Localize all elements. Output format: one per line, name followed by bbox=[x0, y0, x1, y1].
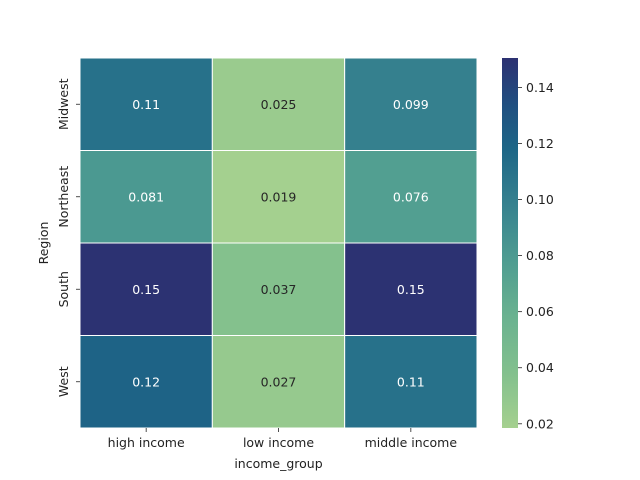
heatmap-cell bbox=[344, 57, 478, 151]
y-tick-label: West bbox=[56, 366, 71, 397]
heatmap-cell bbox=[211, 150, 346, 244]
cell-value-label: 0.037 bbox=[261, 282, 297, 297]
colorbar-gradient bbox=[502, 58, 518, 428]
heatmap-cell bbox=[344, 150, 478, 244]
cell-value-label: 0.11 bbox=[397, 374, 425, 389]
heatmap-cell bbox=[79, 335, 213, 429]
colorbar-tick-label: 0.10 bbox=[526, 192, 554, 207]
colorbar-tick-label: 0.14 bbox=[526, 80, 554, 95]
colorbar-tick-label: 0.04 bbox=[526, 360, 554, 375]
colorbar: 0.02 0.04 0.06 0.08 0.10 0.12 0.14 bbox=[502, 58, 554, 431]
heatmap-cell bbox=[344, 335, 478, 429]
cell-value-label: 0.027 bbox=[261, 374, 297, 389]
cell-value-label: 0.099 bbox=[393, 97, 429, 112]
x-axis-label: income_group bbox=[234, 456, 322, 471]
cell-value-label: 0.12 bbox=[132, 374, 160, 389]
cell-value-label: 0.11 bbox=[132, 97, 160, 112]
colorbar-tick-label: 0.08 bbox=[526, 248, 554, 263]
heatmap-cells: 0.11 0.025 0.099 0.081 0.019 0.076 0.15 0.037 0.… bbox=[79, 57, 478, 429]
heatmap-cell bbox=[211, 242, 346, 336]
cell-value-label: 0.025 bbox=[261, 97, 297, 112]
y-tick-label: Midwest bbox=[56, 78, 71, 130]
cell-value-label: 0.076 bbox=[393, 189, 429, 204]
y-tick-label: Northeast bbox=[56, 166, 71, 228]
cell-value-label: 0.15 bbox=[397, 282, 425, 297]
x-axis-ticks: high income low income middle income bbox=[108, 428, 458, 450]
cell-value-label: 0.019 bbox=[261, 189, 297, 204]
x-tick-label: high income bbox=[108, 435, 185, 450]
cell-value-label: 0.15 bbox=[132, 282, 160, 297]
heatmap-cell bbox=[79, 150, 213, 244]
colorbar-tick-label: 0.02 bbox=[526, 416, 554, 431]
colorbar-tick-label: 0.12 bbox=[526, 136, 554, 151]
heatmap-cell bbox=[211, 57, 346, 151]
y-axis-ticks: Midwest Northeast South West bbox=[56, 78, 80, 397]
heatmap-cell bbox=[79, 57, 213, 151]
cell-value-label: 0.081 bbox=[128, 189, 164, 204]
x-tick-label: low income bbox=[243, 435, 314, 450]
y-axis-label: Region bbox=[36, 222, 51, 265]
colorbar-tick-label: 0.06 bbox=[526, 304, 554, 319]
x-tick-label: middle income bbox=[365, 435, 458, 450]
y-tick-label: South bbox=[56, 271, 71, 307]
